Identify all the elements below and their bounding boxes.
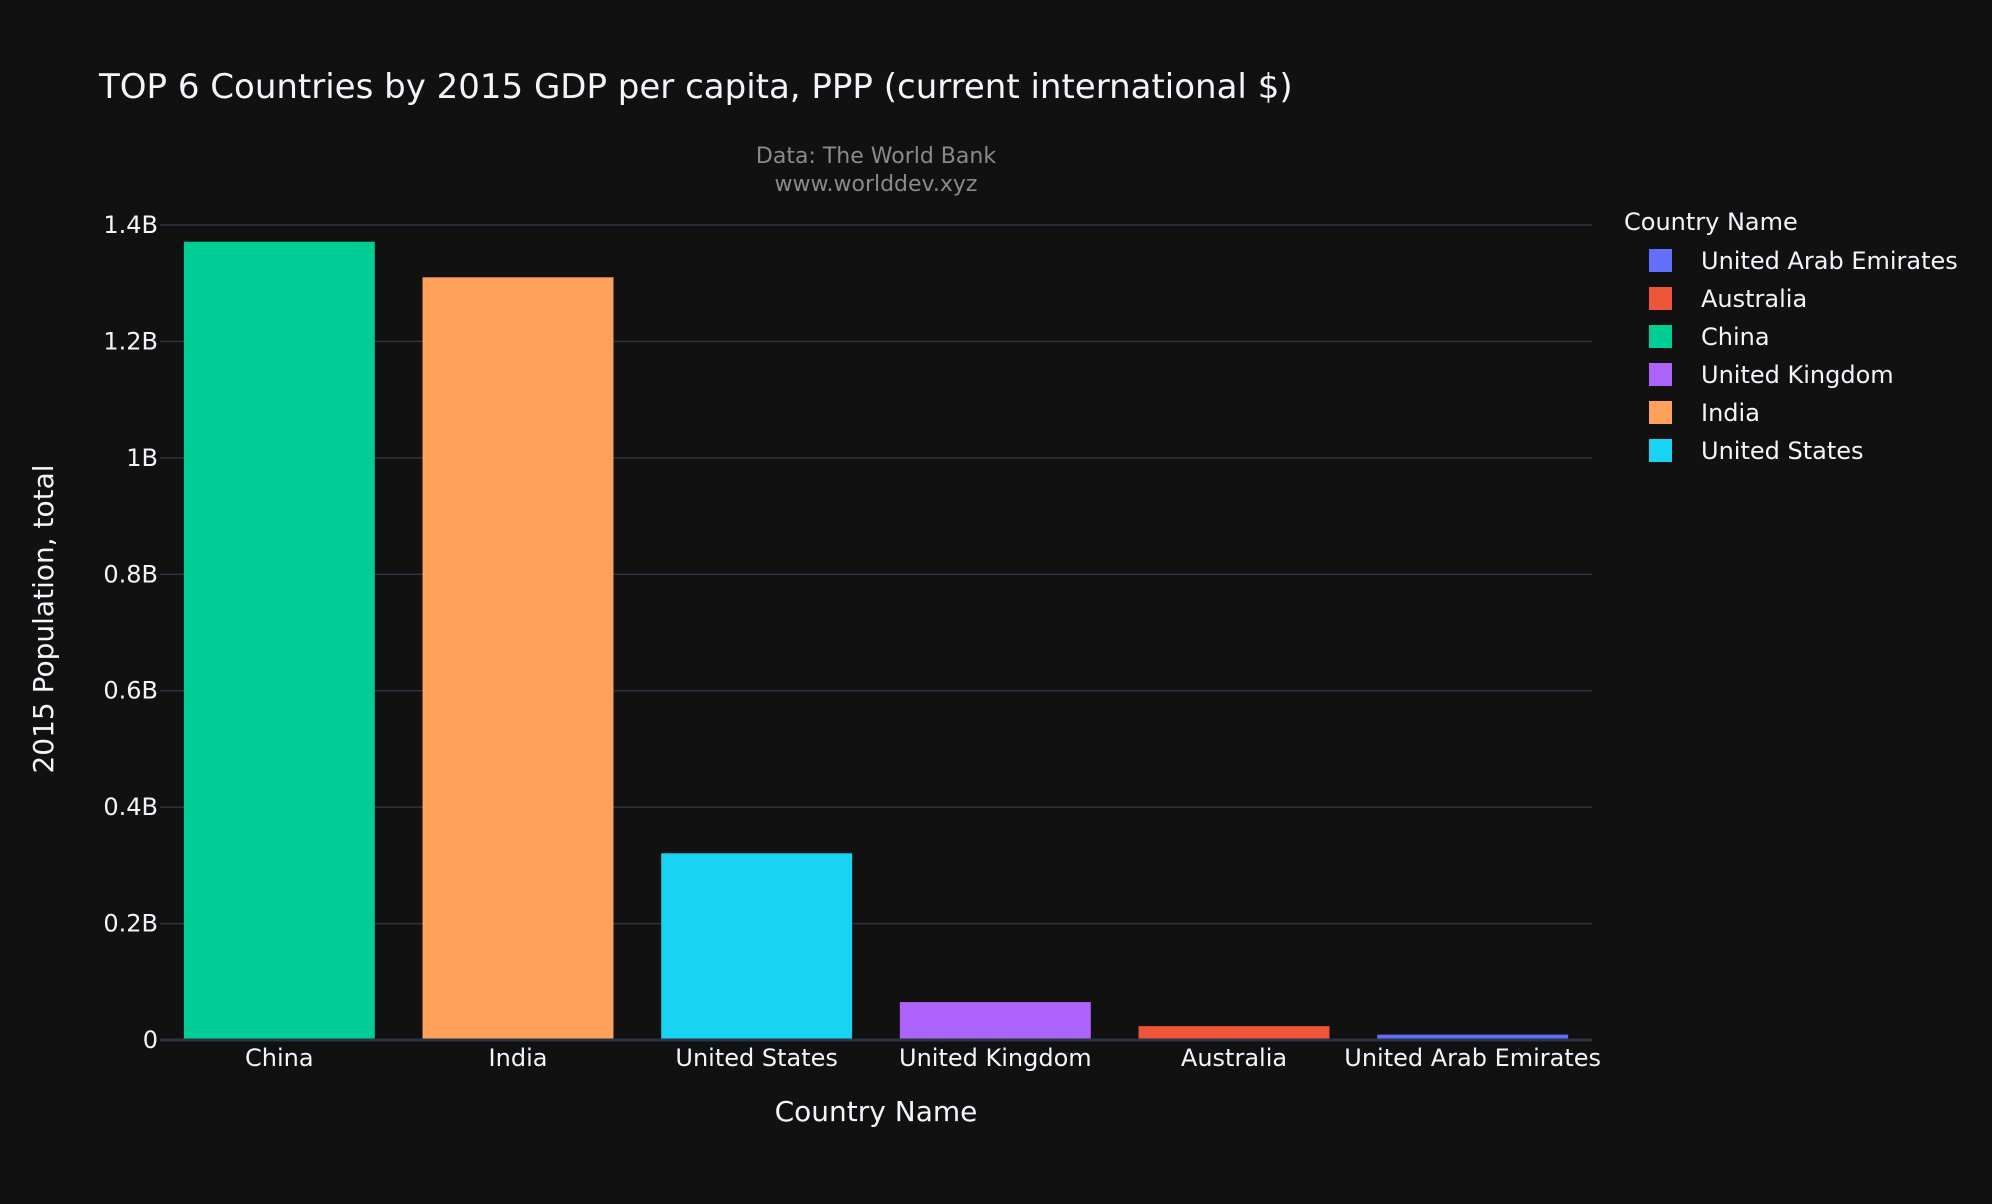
x-axis-title: Country Name <box>775 1095 978 1128</box>
x-tick-label: Australia <box>1181 1044 1287 1072</box>
legend-item-label[interactable]: United Arab Emirates <box>1701 247 1958 275</box>
bar-australia <box>1138 1026 1330 1040</box>
bar-united-arab-emirates <box>1377 1034 1569 1040</box>
legend-item-label[interactable]: United States <box>1701 437 1864 465</box>
y-tick-label: 0.6B <box>103 677 158 705</box>
legend-item-label[interactable]: China <box>1701 323 1770 351</box>
bar-india <box>422 277 614 1040</box>
legend: Country Name United Arab Emirates Austral… <box>1624 208 1958 465</box>
x-tick-labels: China India United States United Kingdom Aus… <box>245 1044 1601 1072</box>
legend-swatch[interactable] <box>1649 249 1672 272</box>
x-tick-label: India <box>489 1044 548 1072</box>
legend-title: Country Name <box>1624 208 1798 236</box>
legend-swatch[interactable] <box>1649 325 1672 348</box>
y-tick-label: 0.8B <box>103 560 158 588</box>
bars <box>183 241 1569 1040</box>
y-axis-title: 2015 Population, total <box>27 464 60 773</box>
y-tick-label: 1.4B <box>103 211 158 239</box>
y-tick-label: 0 <box>143 1026 158 1054</box>
x-tick-label: United Arab Emirates <box>1344 1044 1601 1072</box>
legend-item-label[interactable]: United Kingdom <box>1701 361 1894 389</box>
source-annotation-line-2: www.worlddev.xyz <box>775 172 978 197</box>
y-gridlines <box>160 224 1592 925</box>
legend-swatch[interactable] <box>1649 401 1672 424</box>
bar-china <box>183 241 375 1040</box>
bar-united-kingdom <box>899 1002 1091 1040</box>
y-tick-label: 0.4B <box>103 793 158 821</box>
legend-item-label[interactable]: Australia <box>1701 285 1807 313</box>
legend-items: United Arab Emirates Australia China United… <box>1649 247 1958 465</box>
x-tick-label: United Kingdom <box>899 1044 1092 1072</box>
y-tick-labels: 0 0.2B 0.4B 0.6B 0.8B 1B 1.2B 1.4B <box>103 211 158 1054</box>
x-tick-label: United States <box>675 1044 838 1072</box>
x-tick-label: China <box>245 1044 314 1072</box>
bar-united-states <box>661 853 853 1040</box>
y-tick-label: 1.2B <box>103 327 158 355</box>
y-tick-label: 1B <box>126 444 158 472</box>
y-tick-label: 0.2B <box>103 910 158 938</box>
legend-item-label[interactable]: India <box>1701 399 1760 427</box>
legend-swatch[interactable] <box>1649 363 1672 386</box>
legend-swatch[interactable] <box>1649 287 1672 310</box>
legend-swatch[interactable] <box>1649 439 1672 462</box>
source-annotation-line-1: Data: The World Bank <box>756 144 996 169</box>
chart-title: TOP 6 Countries by 2015 GDP per capita, … <box>98 67 1293 107</box>
